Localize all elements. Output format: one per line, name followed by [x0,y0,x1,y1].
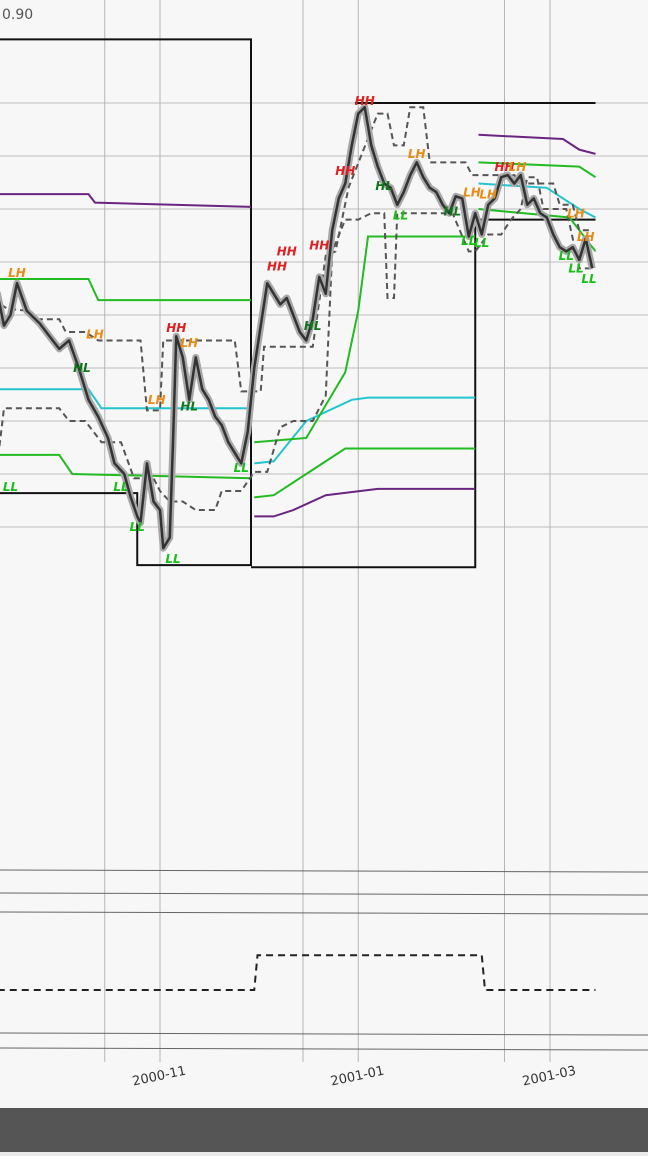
green-level-line [478,161,597,179]
swing-label-hl: HL [444,204,462,218]
swing-label-hh: HH [355,94,375,108]
y-tick-label: 0.90 [2,7,33,23]
swing-label-hl: HL [375,179,393,193]
swing-label-hl: HL [304,319,322,333]
swing-label-lh: LH [463,185,481,199]
swing-label-lh: LH [86,327,104,341]
dashed-envelope-line [0,106,593,412]
swing-label-hh: HH [277,245,297,259]
swing-label-lh: LH [180,336,198,350]
swing-label-hl: HL [73,361,91,375]
range-box-line [0,38,252,567]
swing-label-ll: LL [234,461,249,475]
swing-label-lh: LH [479,187,497,201]
swing-label-ll: LL [165,552,180,566]
swing-label-lh: LH [148,393,166,407]
swing-label-hh: HH [267,259,287,273]
swing-label-lh: LH [577,230,595,244]
panel-border [0,869,648,873]
panel-border [0,911,648,915]
swing-label-lh: LH [408,147,426,161]
swing-label-lh: LH [509,160,527,174]
swing-label-ll: LL [113,480,128,494]
dashed-envelope-line [0,176,593,512]
panel-border [0,1047,648,1051]
swing-label-ll: LL [474,236,489,250]
panel-border [0,1032,648,1036]
swing-label-ll: LL [461,234,476,248]
swing-label-hh: HH [309,238,329,252]
swing-label-hl: HL [180,399,198,413]
series-layer [0,38,597,991]
green-level-line [254,447,476,499]
swing-label-ll: LL [581,272,596,286]
panel-border [0,892,648,896]
plot-background [0,0,648,1112]
green-level-line [0,277,251,302]
swing-label-ll: LL [559,249,574,263]
screen-bezel [0,1108,648,1152]
swing-label-lh: LH [567,206,585,220]
lower-panel-dashed-line [0,954,596,991]
purple-level-line [254,487,476,518]
range-box-line [251,218,596,569]
swing-label-hh: HH [166,321,186,335]
swing-label-ll: LL [568,262,583,276]
swing-label-lh: LH [8,266,26,280]
green-level-line [0,453,252,480]
swing-label-ll: LL [3,480,18,494]
purple-level-line [478,133,596,155]
swing-label-hh: HH [335,164,355,178]
price-line [0,105,594,550]
purple-level-line [0,193,252,208]
frame [0,869,648,1051]
swing-label-ll: LL [393,209,408,223]
swing-label-hh: HH [494,160,514,174]
swing-label-ll: LL [130,520,145,534]
